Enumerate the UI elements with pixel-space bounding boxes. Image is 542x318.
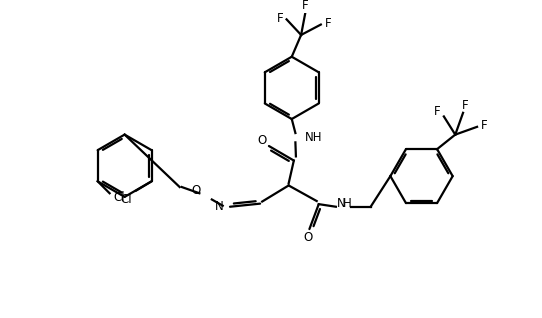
Text: F: F (325, 17, 331, 30)
Text: H: H (343, 197, 352, 210)
Text: O: O (191, 183, 201, 197)
Text: Cl: Cl (120, 193, 132, 206)
Text: F: F (481, 119, 488, 132)
Text: O: O (304, 231, 313, 244)
Text: F: F (434, 105, 441, 118)
Text: F: F (462, 99, 468, 112)
Text: N: N (337, 197, 345, 210)
Text: F: F (277, 12, 283, 25)
Text: Cl: Cl (113, 191, 125, 204)
Text: F: F (302, 0, 308, 12)
Text: NH: NH (305, 131, 322, 144)
Text: N: N (215, 200, 224, 213)
Text: O: O (257, 134, 266, 147)
